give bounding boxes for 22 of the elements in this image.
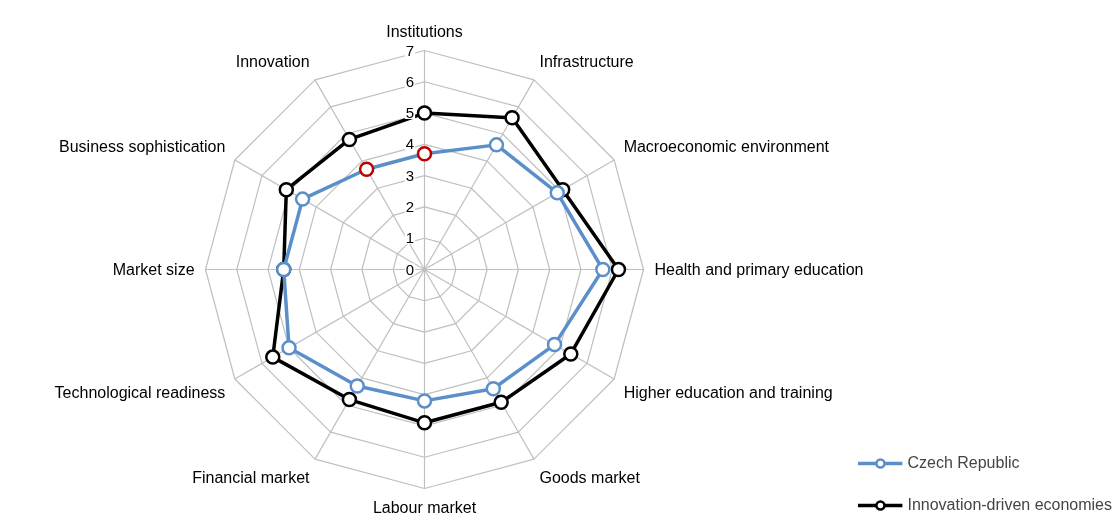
- spoke-label: Institutions: [386, 22, 463, 40]
- y-tick-label: 3: [405, 166, 415, 184]
- spoke-label: Financial market: [192, 468, 311, 486]
- spoke-label: Technological readiness: [54, 384, 226, 402]
- legend-label: Innovation-driven economies: [907, 496, 1112, 514]
- spoke-label: Health and primary education: [654, 261, 864, 278]
- spoke-label: Infrastructure: [539, 53, 634, 71]
- y-tick-label: 4: [405, 135, 415, 153]
- spoke-label: Macroeconomic environment: [623, 137, 830, 155]
- spoke-label: Business sophistication: [59, 137, 226, 155]
- spoke-label: Innovation: [235, 53, 310, 71]
- spoke-label: Goods market: [539, 468, 641, 486]
- spoke-label: Labour market: [372, 499, 477, 517]
- y-tick-label: 7: [405, 41, 415, 59]
- legend-label: Czech Republic: [907, 454, 1020, 472]
- spoke-label: Market size: [112, 261, 195, 278]
- y-tick-label: 2: [405, 197, 415, 215]
- y-tick-label: 5: [405, 104, 415, 122]
- y-tick-label: 0: [405, 260, 415, 278]
- spoke-label: Higher education and training: [623, 384, 833, 402]
- y-tick-label: 6: [405, 72, 415, 90]
- y-tick-label: 1: [405, 229, 415, 247]
